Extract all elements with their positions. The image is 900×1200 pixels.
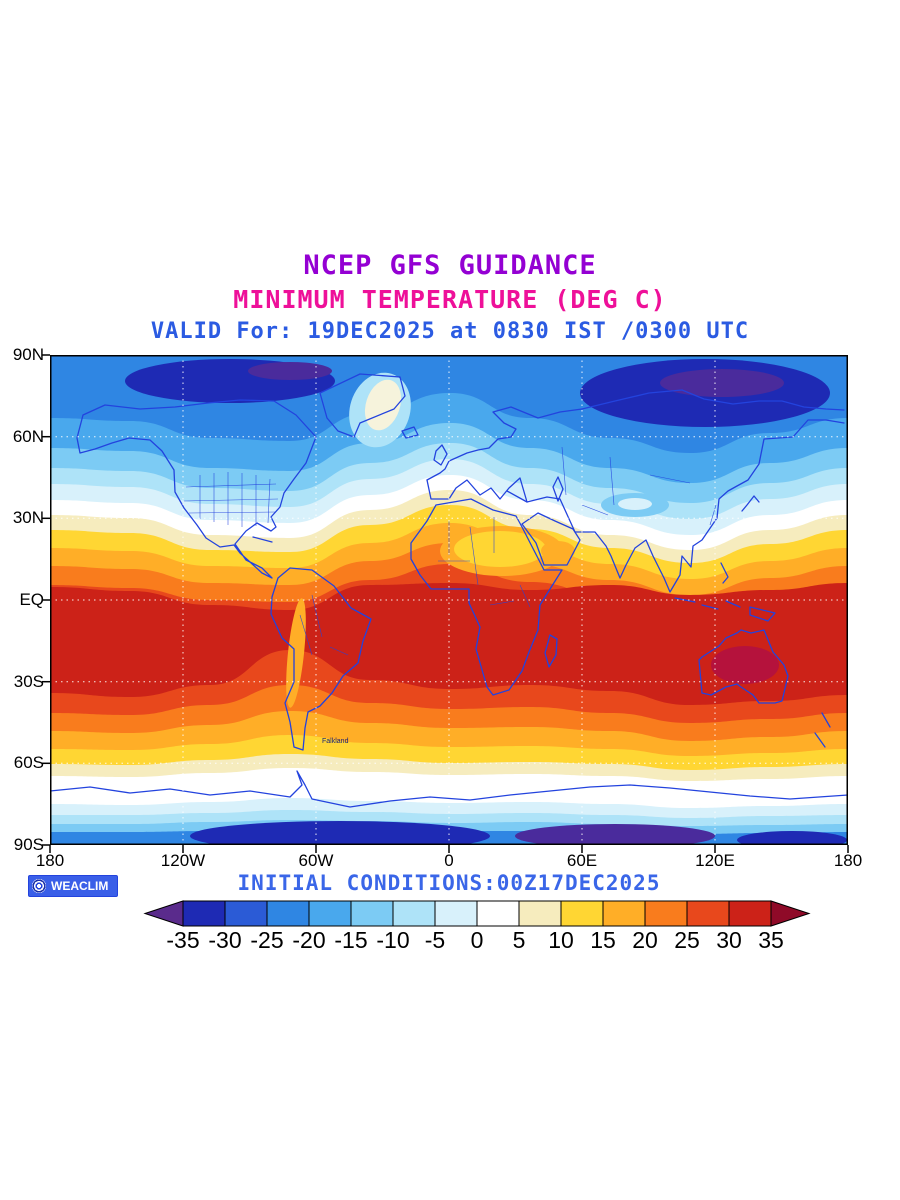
lon-label-60w: 60W (298, 851, 334, 870)
initial-conditions-text: INITIAL CONDITIONS:00Z17DEC2025 (237, 871, 661, 895)
svg-text:15: 15 (590, 927, 616, 953)
lat-label-60s: 60S (13, 753, 44, 772)
svg-text:0: 0 (471, 927, 484, 953)
lat-label-30s: 30S (13, 672, 44, 691)
lat-label-30n: 30N (12, 508, 44, 527)
lon-label-0: 0 (444, 851, 454, 870)
svg-text:-25: -25 (250, 927, 283, 953)
svg-text:20: 20 (632, 927, 658, 953)
lon-label-180w: 180 (35, 851, 65, 870)
valid-time-title: VALID For: 19DEC2025 at 0830 IST /0300 U… (150, 319, 750, 344)
lon-label-180e: 180 (833, 851, 863, 870)
svg-text:Falkland: Falkland (322, 738, 349, 745)
lon-label-120e: 120E (695, 851, 735, 870)
svg-text:5: 5 (513, 927, 526, 953)
svg-text:25: 25 (674, 927, 700, 953)
lat-label-60n: 60N (12, 427, 44, 446)
svg-text:35: 35 (758, 927, 784, 953)
page-title: NCEP GFS GUIDANCE (303, 250, 597, 281)
lat-label-eq: EQ (19, 590, 44, 609)
map-canvas: Falkland (42, 354, 849, 853)
svg-text:30: 30 (716, 927, 742, 953)
svg-text:-15: -15 (334, 927, 367, 953)
colorbar-canvas: -35 -30 -25 -20 -15 -10 -5 0 5 10 15 20 25 30 35 (143, 900, 811, 953)
svg-text:-35: -35 (166, 927, 199, 953)
world-temperature-map: Falkland (42, 354, 849, 853)
lat-label-90s: 90S (13, 835, 44, 854)
svg-text:-10: -10 (376, 927, 409, 953)
svg-text:10: 10 (548, 927, 574, 953)
svg-text:-30: -30 (208, 927, 241, 953)
lon-label-120w: 120W (160, 851, 206, 870)
field-title: MINIMUM TEMPERATURE (DEG C) (233, 285, 667, 314)
lon-label-60e: 60E (566, 851, 598, 870)
svg-text:-20: -20 (292, 927, 325, 953)
weaclim-badge: WEACLIM (28, 875, 119, 897)
weaclim-label: WEACLIM (51, 879, 109, 893)
svg-text:-5: -5 (425, 927, 445, 953)
lat-label-90n: 90N (12, 345, 44, 364)
weaclim-logo-icon (32, 879, 46, 893)
temperature-colorbar: -35 -30 -25 -20 -15 -10 -5 0 5 10 15 20 25 30 35 (143, 900, 813, 956)
